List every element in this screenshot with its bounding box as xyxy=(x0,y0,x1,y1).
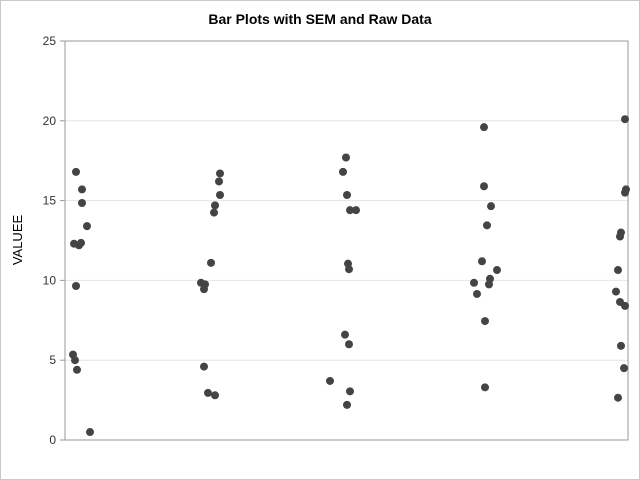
y-axis: 0 5 10 15 20 25 xyxy=(43,34,65,447)
data-point xyxy=(216,191,224,200)
data-point xyxy=(86,428,94,437)
data-point xyxy=(480,182,488,191)
chart-title: Bar Plots with SEM and Raw Data xyxy=(208,11,432,27)
y-tick-label: 20 xyxy=(43,114,57,128)
data-point xyxy=(339,167,347,176)
data-point xyxy=(200,285,208,294)
data-point xyxy=(78,198,86,207)
data-point xyxy=(211,391,219,400)
data-point xyxy=(473,289,481,298)
data-point xyxy=(352,206,360,215)
data-point xyxy=(207,258,215,267)
data-point xyxy=(73,365,81,374)
data-point xyxy=(200,362,208,371)
data-point xyxy=(612,287,620,296)
data-point xyxy=(341,330,349,339)
data-point xyxy=(346,206,354,215)
plot-area-border xyxy=(64,40,629,441)
data-point xyxy=(211,201,219,210)
data-point xyxy=(326,376,334,385)
data-point xyxy=(77,238,85,247)
y-tick-label: 10 xyxy=(43,273,57,287)
data-point xyxy=(78,185,86,194)
data-point xyxy=(342,153,350,162)
data-point xyxy=(481,383,489,392)
data-point xyxy=(72,167,80,176)
y-tick-label: 15 xyxy=(43,194,57,208)
data-point xyxy=(478,257,486,266)
data-point xyxy=(621,115,629,124)
data-point xyxy=(343,400,351,409)
data-point xyxy=(210,208,218,217)
data-point xyxy=(621,188,629,197)
data-point xyxy=(204,388,212,397)
data-point xyxy=(345,265,353,274)
data-point xyxy=(620,364,628,373)
data-point xyxy=(216,169,224,178)
y-tick-label: 0 xyxy=(49,433,56,447)
data-point xyxy=(480,123,488,132)
data-point xyxy=(71,356,79,365)
y-axis-label: VALUEE xyxy=(10,215,25,266)
data-points xyxy=(69,115,630,437)
data-point xyxy=(346,387,354,396)
data-point xyxy=(614,266,622,275)
data-point xyxy=(617,341,625,350)
data-point xyxy=(616,232,624,241)
data-point xyxy=(614,393,622,402)
data-point xyxy=(483,221,491,230)
data-point xyxy=(481,317,489,326)
gridlines xyxy=(65,120,628,361)
data-point xyxy=(83,222,91,231)
data-point xyxy=(485,280,493,289)
data-point xyxy=(621,301,629,310)
data-point xyxy=(487,202,495,211)
data-point xyxy=(345,340,353,349)
data-point xyxy=(493,266,501,275)
data-point xyxy=(215,177,223,186)
data-point xyxy=(343,191,351,200)
data-point xyxy=(470,278,478,287)
data-point xyxy=(72,281,80,290)
y-tick-label: 5 xyxy=(49,353,56,367)
y-tick-label: 25 xyxy=(43,34,57,48)
